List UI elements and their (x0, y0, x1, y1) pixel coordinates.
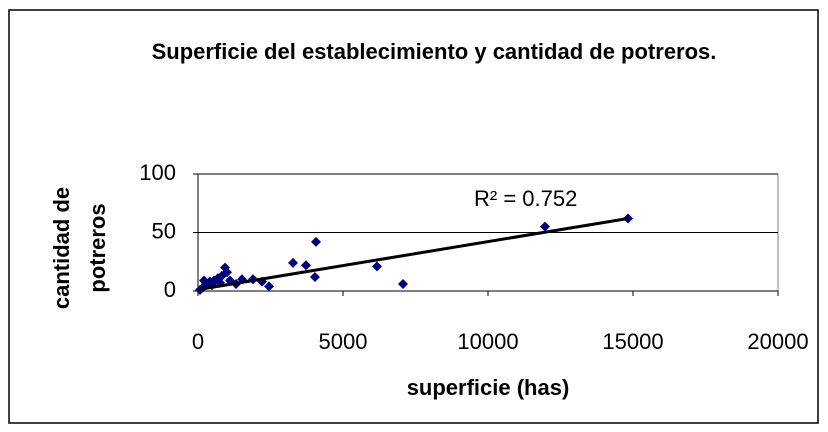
point (398, 278, 409, 289)
point (311, 236, 322, 247)
x-tick-label: 5000 (319, 329, 368, 354)
point (623, 213, 634, 224)
y-tick-label: 50 (152, 218, 176, 243)
y-tick-label: 0 (164, 277, 176, 302)
point (309, 271, 320, 282)
point (300, 260, 311, 271)
y-tick-label: 100 (139, 160, 176, 185)
annotation: R² = 0.752 (474, 186, 577, 211)
point (195, 284, 206, 295)
point (199, 275, 210, 286)
y-axis-label: cantidad de potreros (49, 186, 110, 310)
point (371, 261, 382, 272)
x-tick-label: 10000 (457, 329, 518, 354)
x-axis-label: superficie (has) (407, 375, 570, 400)
x-tick-label: 15000 (602, 329, 663, 354)
x-tick-label: 20000 (747, 329, 808, 354)
chart-title: Superficie del establecimiento y cantida… (151, 39, 717, 64)
point (288, 257, 299, 268)
point (540, 221, 551, 232)
point (263, 281, 274, 292)
trendline (199, 216, 629, 291)
x-tick-label: 0 (192, 329, 204, 354)
